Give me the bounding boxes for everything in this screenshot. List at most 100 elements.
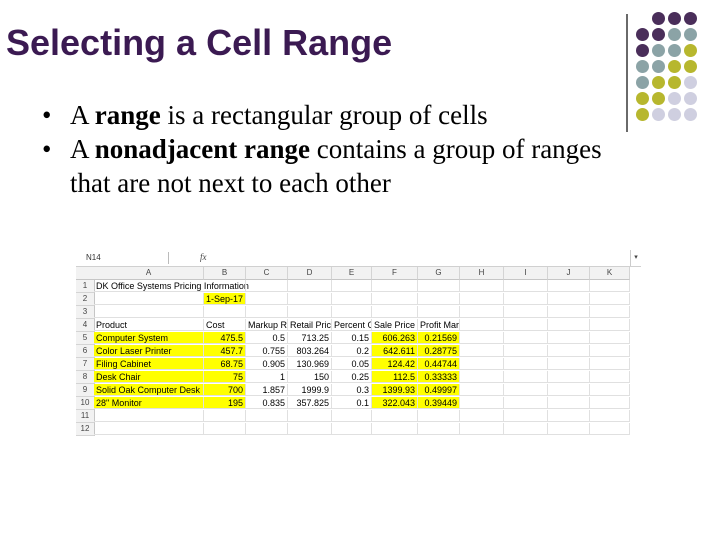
empty-cell[interactable] [590,306,630,318]
empty-cell[interactable] [332,423,372,435]
empty-cell[interactable] [288,306,332,318]
empty-cell[interactable] [504,293,548,305]
empty-cell[interactable] [504,384,548,396]
empty-cell[interactable] [504,319,548,331]
table-cell[interactable]: Computer System [94,332,204,344]
empty-cell[interactable] [94,293,204,305]
empty-cell[interactable] [246,410,288,422]
table-cell[interactable]: 75 [204,371,246,383]
table-cell[interactable]: Sale Price [372,319,418,331]
table-cell[interactable]: Percent O [332,319,372,331]
empty-cell[interactable] [204,410,246,422]
empty-cell[interactable] [548,384,590,396]
empty-cell[interactable] [590,410,630,422]
empty-cell[interactable] [590,384,630,396]
empty-cell[interactable] [504,410,548,422]
table-cell[interactable]: 700 [204,384,246,396]
row-header[interactable]: 1 [76,280,95,293]
row-header[interactable]: 7 [76,358,95,371]
empty-cell[interactable] [418,293,460,305]
table-cell[interactable]: 1999.9 [288,384,332,396]
column-header[interactable]: D [288,267,332,280]
table-cell[interactable]: Solid Oak Computer Desk [94,384,204,396]
empty-cell[interactable] [590,423,630,435]
empty-cell[interactable] [460,332,504,344]
column-header[interactable]: B [204,267,246,280]
empty-cell[interactable] [460,397,504,409]
empty-cell[interactable] [548,345,590,357]
column-header[interactable]: K [590,267,630,280]
table-cell[interactable]: 475.5 [204,332,246,344]
table-cell[interactable]: 457.7 [204,345,246,357]
empty-cell[interactable] [94,410,204,422]
empty-cell[interactable] [504,345,548,357]
row-header[interactable]: 6 [76,345,95,358]
table-cell[interactable]: 0.28775 [418,345,460,357]
empty-cell[interactable] [332,280,372,292]
empty-cell[interactable] [288,423,332,435]
column-header[interactable]: E [332,267,372,280]
empty-cell[interactable] [372,280,418,292]
row-header[interactable]: 9 [76,384,95,397]
table-cell[interactable]: Color Laser Printer [94,345,204,357]
table-cell[interactable]: 357.825 [288,397,332,409]
empty-cell[interactable] [372,410,418,422]
empty-cell[interactable] [94,423,204,435]
row-header[interactable]: 8 [76,371,95,384]
table-cell[interactable]: Profit Margin [418,319,460,331]
empty-cell[interactable] [204,280,246,292]
empty-cell[interactable] [460,319,504,331]
empty-cell[interactable] [372,423,418,435]
table-cell[interactable]: 803.264 [288,345,332,357]
empty-cell[interactable] [548,306,590,318]
empty-cell[interactable] [460,384,504,396]
empty-cell[interactable] [332,306,372,318]
table-cell[interactable]: 642.611 [372,345,418,357]
row-header[interactable]: 3 [76,306,95,319]
row-header[interactable]: 5 [76,332,95,345]
empty-cell[interactable] [548,319,590,331]
empty-cell[interactable] [246,293,288,305]
empty-cell[interactable] [590,397,630,409]
column-header[interactable]: A [94,267,204,280]
empty-cell[interactable] [504,423,548,435]
table-cell[interactable]: 0.5 [246,332,288,344]
table-cell[interactable]: 0.33333 [418,371,460,383]
table-cell[interactable]: 28" Monitor [94,397,204,409]
table-cell[interactable]: 606.263 [372,332,418,344]
table-cell[interactable]: 322.043 [372,397,418,409]
empty-cell[interactable] [460,358,504,370]
table-cell[interactable]: 150 [288,371,332,383]
empty-cell[interactable] [246,280,288,292]
table-cell[interactable]: 0.21569 [418,332,460,344]
column-header[interactable]: I [504,267,548,280]
column-header[interactable]: J [548,267,590,280]
row-header[interactable]: 12 [76,423,95,436]
empty-cell[interactable] [548,332,590,344]
empty-cell[interactable] [548,293,590,305]
column-header[interactable]: G [418,267,460,280]
table-cell[interactable]: 68.75 [204,358,246,370]
empty-cell[interactable] [504,306,548,318]
empty-cell[interactable] [504,332,548,344]
empty-cell[interactable] [548,423,590,435]
table-cell[interactable]: 1-Sep-17 [204,293,246,305]
empty-cell[interactable] [548,358,590,370]
empty-cell[interactable] [460,345,504,357]
empty-cell[interactable] [288,293,332,305]
empty-cell[interactable] [590,319,630,331]
table-cell[interactable]: 0.49997 [418,384,460,396]
empty-cell[interactable] [332,410,372,422]
empty-cell[interactable] [418,410,460,422]
empty-cell[interactable] [418,423,460,435]
table-cell[interactable]: 0.905 [246,358,288,370]
empty-cell[interactable] [590,358,630,370]
table-cell[interactable]: 0.755 [246,345,288,357]
table-cell[interactable]: DK Office Systems Pricing Information [94,281,249,292]
empty-cell[interactable] [418,306,460,318]
empty-cell[interactable] [204,306,246,318]
empty-cell[interactable] [246,423,288,435]
empty-cell[interactable] [460,371,504,383]
table-cell[interactable]: 130.969 [288,358,332,370]
table-cell[interactable]: 0.44744 [418,358,460,370]
